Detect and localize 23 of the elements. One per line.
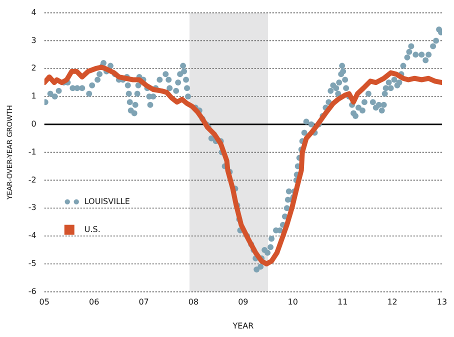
x-axis-title: YEAR [232,321,254,330]
legend-label: LOUISVILLE [84,196,130,206]
y-tick-label: 4 [31,8,36,17]
x-tick-label: 05 [39,298,50,307]
x-tick-label: 13 [436,298,448,307]
legend-label: U.S. [84,224,100,234]
y-tick-label: -1 [28,147,36,156]
x-tick-label: 12 [387,298,398,307]
x-tick-label: 09 [238,298,248,307]
x-tick-label: 08 [188,298,199,307]
y-tick-label: 1 [31,92,36,101]
y-tick-label: 0 [31,119,36,128]
y-tick-label: -6 [28,286,36,296]
y-tick-label: -4 [28,231,36,240]
y-tick-label: -2 [28,175,36,184]
x-tick-label: 06 [88,298,100,307]
x-tick-label: 11 [338,298,348,307]
y-tick-label: 3 [31,36,36,45]
y-tick-label: 2 [31,64,36,73]
y-tick-label: -3 [28,203,36,212]
x-tick-label: 07 [138,298,149,307]
y-tick-label: -5 [28,258,36,268]
x-tick-label: 10 [288,298,298,307]
